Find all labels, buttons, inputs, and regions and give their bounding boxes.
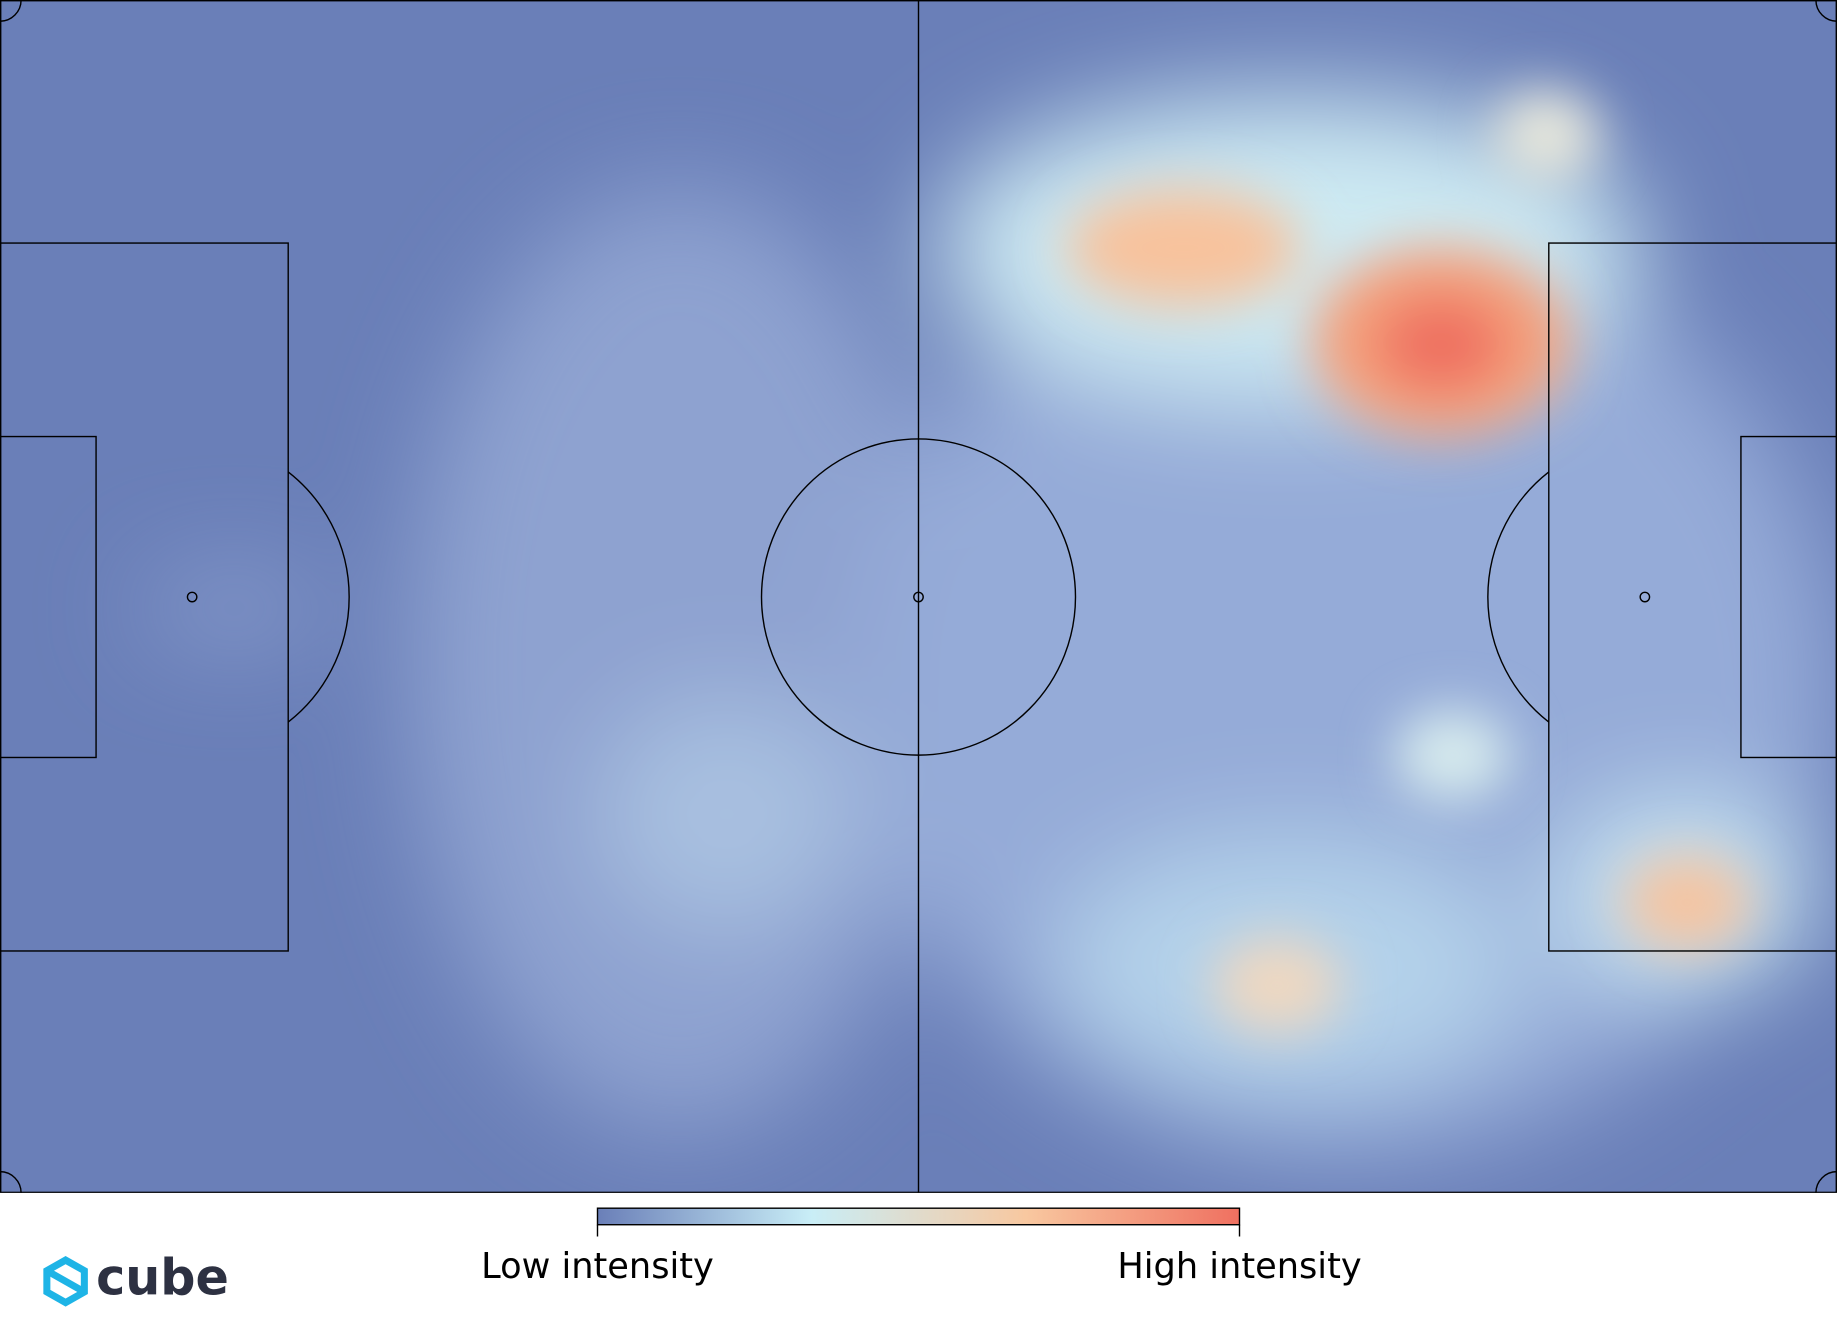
logo-icon-line <box>45 1267 87 1296</box>
low-label: Low intensity <box>481 1246 714 1287</box>
heat-peaks <box>1066 90 1752 1033</box>
pitch <box>0 0 1837 1193</box>
high-label: High intensity <box>1117 1246 1361 1287</box>
heat-base <box>140 94 1837 1157</box>
pitch-lines <box>0 0 1837 1193</box>
logo-text: cube <box>96 1248 229 1306</box>
colorbar: Low intensity High intensity <box>481 1207 1362 1287</box>
logo: cube <box>43 1248 229 1307</box>
colorbar-gradient <box>596 1207 1241 1226</box>
